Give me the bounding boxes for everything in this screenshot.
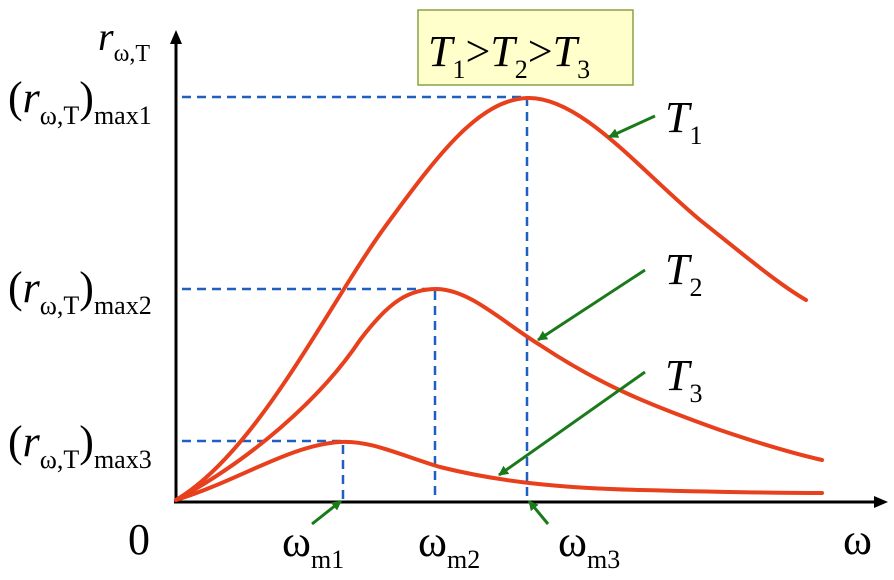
text-run: T bbox=[553, 27, 581, 76]
pointer-arrow bbox=[537, 268, 646, 342]
text-run: ( bbox=[8, 417, 23, 466]
curve-t3 bbox=[174, 439, 824, 502]
subscript: m2 bbox=[447, 545, 480, 574]
text-run: ) bbox=[79, 417, 94, 466]
curve-t1 bbox=[174, 95, 808, 502]
text-run: ( bbox=[8, 73, 23, 122]
curve-label: T3 bbox=[665, 351, 702, 408]
pointer-arrow bbox=[498, 370, 646, 477]
x-axis-label: ω bbox=[843, 515, 872, 564]
subscript: ω,T bbox=[114, 41, 151, 67]
text-run: T bbox=[665, 245, 693, 294]
text-run: r bbox=[23, 417, 41, 466]
subscript: m1 bbox=[311, 545, 344, 574]
pointer-arrow bbox=[608, 114, 656, 139]
subscript: 2 bbox=[689, 273, 702, 302]
legend-text: T1>T2>T3 bbox=[428, 27, 590, 84]
peak-label: ωm1 bbox=[282, 517, 344, 574]
max-label: (rω,T)max1 bbox=[8, 73, 152, 130]
origin-label: 0 bbox=[128, 515, 150, 564]
subscript: 3 bbox=[689, 379, 702, 408]
subscript: ω,T bbox=[40, 291, 80, 320]
subscript: 2 bbox=[515, 55, 528, 84]
text-run: > bbox=[528, 27, 553, 76]
pointer-arrow bbox=[311, 499, 342, 526]
subscript: max1 bbox=[94, 101, 152, 130]
text-run: > bbox=[465, 27, 490, 76]
text-run: T bbox=[490, 27, 518, 76]
legend-box bbox=[417, 9, 634, 86]
curve-t2 bbox=[174, 286, 824, 502]
subscript: max3 bbox=[94, 445, 152, 474]
curve-label: T1 bbox=[665, 93, 702, 150]
text-run: ω bbox=[282, 517, 311, 566]
curve-label: T2 bbox=[665, 245, 702, 302]
text-run: ( bbox=[8, 263, 23, 312]
subscript: 1 bbox=[452, 55, 465, 84]
text-run: r bbox=[23, 73, 41, 122]
text-run: T bbox=[665, 351, 693, 400]
text-run: ω bbox=[843, 515, 872, 564]
max-label: (rω,T)max2 bbox=[8, 263, 152, 320]
subscript: m3 bbox=[587, 545, 620, 574]
text-run: ) bbox=[79, 73, 94, 122]
y-axis-arrow bbox=[170, 30, 182, 44]
text-run: r bbox=[23, 263, 41, 312]
text-run: T bbox=[428, 27, 456, 76]
peak-guide bbox=[182, 439, 345, 500]
subscript: 1 bbox=[689, 121, 702, 150]
subscript: ω,T bbox=[40, 445, 80, 474]
text-run: ω bbox=[558, 517, 587, 566]
peak-label: ωm3 bbox=[558, 517, 620, 574]
y-axis-label: rω,T bbox=[98, 14, 150, 67]
text-run: 0 bbox=[128, 515, 150, 564]
subscript: 3 bbox=[577, 55, 590, 84]
subscript: ω,T bbox=[40, 101, 80, 130]
pointer-arrow bbox=[527, 500, 550, 525]
text-run: T bbox=[665, 93, 693, 142]
subscript: max2 bbox=[94, 291, 152, 320]
text-run: ω bbox=[418, 517, 447, 566]
peak-label: ωm2 bbox=[418, 517, 480, 574]
text-run: ) bbox=[79, 263, 94, 312]
peak-guide bbox=[182, 287, 437, 500]
x-axis-arrow bbox=[874, 496, 888, 508]
text-run: r bbox=[98, 14, 114, 59]
max-label: (rω,T)max3 bbox=[8, 417, 152, 474]
